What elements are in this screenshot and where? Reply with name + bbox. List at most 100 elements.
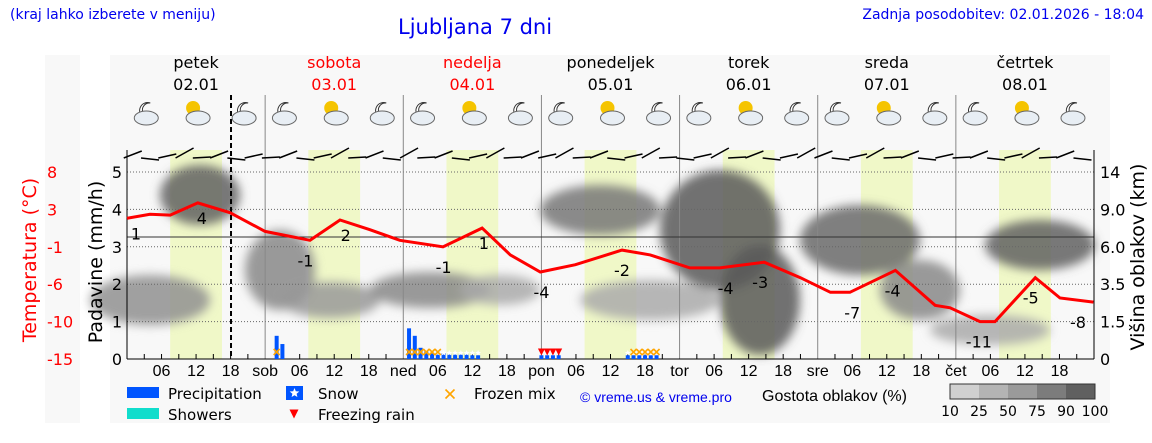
- frozen-mix-marker: [428, 348, 436, 356]
- day-abbr: pon: [528, 363, 555, 380]
- wind-barb-icon: [779, 153, 799, 159]
- cloud-icon: [133, 110, 159, 126]
- precip-bar: [447, 354, 452, 359]
- freezing-rain-marker: [537, 348, 545, 356]
- freezing-rain-marker: [549, 348, 557, 356]
- cloud-icon: [962, 110, 988, 126]
- wind-barb-icon: [348, 156, 367, 159]
- cloud-icon: [323, 110, 349, 126]
- day-name: sreda: [865, 53, 909, 72]
- cloud-height-tick: 3.5: [1100, 275, 1125, 294]
- wind-barb-icon: [227, 157, 246, 161]
- hour-tick: 18: [360, 363, 378, 380]
- wind-barb-icon: [710, 147, 730, 159]
- precip-bar: [539, 355, 544, 359]
- wind-barb-icon: [417, 156, 436, 159]
- cloud-icon: [1060, 110, 1086, 126]
- hour-tick: 18: [498, 363, 516, 380]
- wind-barb-icon: [831, 157, 850, 161]
- day-abbr: sob: [252, 363, 278, 380]
- temp-tick: -6: [47, 275, 63, 294]
- precip-tick: 0: [112, 350, 122, 369]
- day-name: sobota: [307, 53, 361, 72]
- precip-tick: 3: [112, 238, 122, 257]
- wind-barb-icon: [503, 156, 522, 159]
- temp-label: -1: [297, 251, 313, 270]
- wind-barb-icon: [244, 153, 263, 159]
- precip-tick: 1: [112, 313, 122, 332]
- day-date: 02.01: [173, 75, 219, 94]
- wind-barb-icon: [728, 156, 747, 159]
- cloud-icon: [784, 110, 810, 126]
- temperature-line: [126, 201, 1094, 324]
- wind-barb-icon: [399, 147, 419, 159]
- wind-barb-icon: [693, 153, 712, 159]
- legend-precip-swatch: [127, 387, 159, 398]
- page-title: Ljubljana 7 dni: [398, 15, 553, 39]
- snow-icon: [289, 388, 300, 397]
- last-updated: Zadnja posodobitev: 02.01.2026 - 18:04: [862, 7, 1144, 23]
- frozen-mix-marker: [422, 348, 430, 356]
- legend-freezing: Freezing rain: [318, 406, 415, 424]
- cloud-icon: [231, 110, 257, 126]
- freezing-rain-icon: [289, 409, 299, 419]
- precip-bar: [545, 355, 550, 359]
- cloud-blob: [540, 185, 660, 235]
- cloud-icon: [824, 110, 850, 126]
- temp-label: 2: [341, 226, 351, 245]
- cloud-scale-label: 75: [1028, 404, 1046, 420]
- snow-marker: [440, 350, 447, 356]
- precip-bar: [643, 355, 648, 359]
- precip-bar: [464, 354, 469, 359]
- cloud-blob: [460, 275, 540, 305]
- cloud-icon: [410, 110, 436, 126]
- cloud-height-tick: 6.0: [1100, 238, 1125, 257]
- day-name: ponedeljek: [567, 53, 656, 72]
- cloud-height-tick: 0: [1100, 350, 1110, 369]
- precip-bar: [458, 354, 463, 359]
- wind-barb-icon: [158, 153, 177, 159]
- legend-snow: Snow: [318, 385, 358, 403]
- cloud-icon: [600, 110, 625, 126]
- snow-marker: [452, 350, 458, 356]
- precip-bar: [625, 355, 630, 359]
- snow-marker: [446, 350, 453, 356]
- wind-barb-icon: [209, 150, 229, 159]
- cloud-icon: [686, 110, 712, 126]
- precip-bar: [453, 354, 458, 359]
- cloud-scale-label: 100: [1082, 404, 1109, 420]
- legend-showers: Showers: [168, 406, 232, 424]
- wind-barb-icon: [900, 150, 920, 159]
- wind-barb-icon: [1055, 150, 1075, 159]
- wind-barb-icon: [745, 150, 764, 159]
- day-date: 07.01: [864, 75, 910, 94]
- precip-bar: [556, 355, 561, 359]
- day-name: nedelja: [443, 53, 502, 72]
- freezing-rain-marker: [543, 348, 551, 356]
- cloud-scale-title: Gostota oblakov (%): [762, 388, 907, 405]
- freezing-rain-marker: [555, 348, 563, 356]
- wind-barb-icon: [969, 150, 989, 159]
- cloud-scale-swatch: [1037, 384, 1066, 399]
- day-name: torek: [728, 53, 770, 72]
- day-name: petek: [173, 53, 219, 72]
- precip-bar: [550, 355, 555, 359]
- cloud-blob: [930, 315, 1050, 345]
- wind-barb-icon: [140, 157, 160, 161]
- hour-tick: 18: [912, 363, 930, 380]
- precip-bar: [418, 347, 423, 359]
- temp-tick: 3: [47, 200, 57, 219]
- temp-label: 1: [131, 224, 141, 243]
- cloud-blob: [985, 220, 1095, 270]
- day-abbr: čet: [945, 363, 967, 380]
- cloud-icon: [461, 110, 487, 126]
- cloud-icon: [507, 110, 533, 126]
- wind-barb-icon: [624, 153, 643, 159]
- cloud-scale-swatch: [979, 384, 1008, 399]
- cloud-blob: [280, 282, 380, 318]
- cloud-scale-border: [949, 383, 1096, 400]
- hour-tick: 06: [705, 363, 723, 380]
- precip-bar: [412, 335, 417, 359]
- wind-barb-icon: [1021, 147, 1041, 159]
